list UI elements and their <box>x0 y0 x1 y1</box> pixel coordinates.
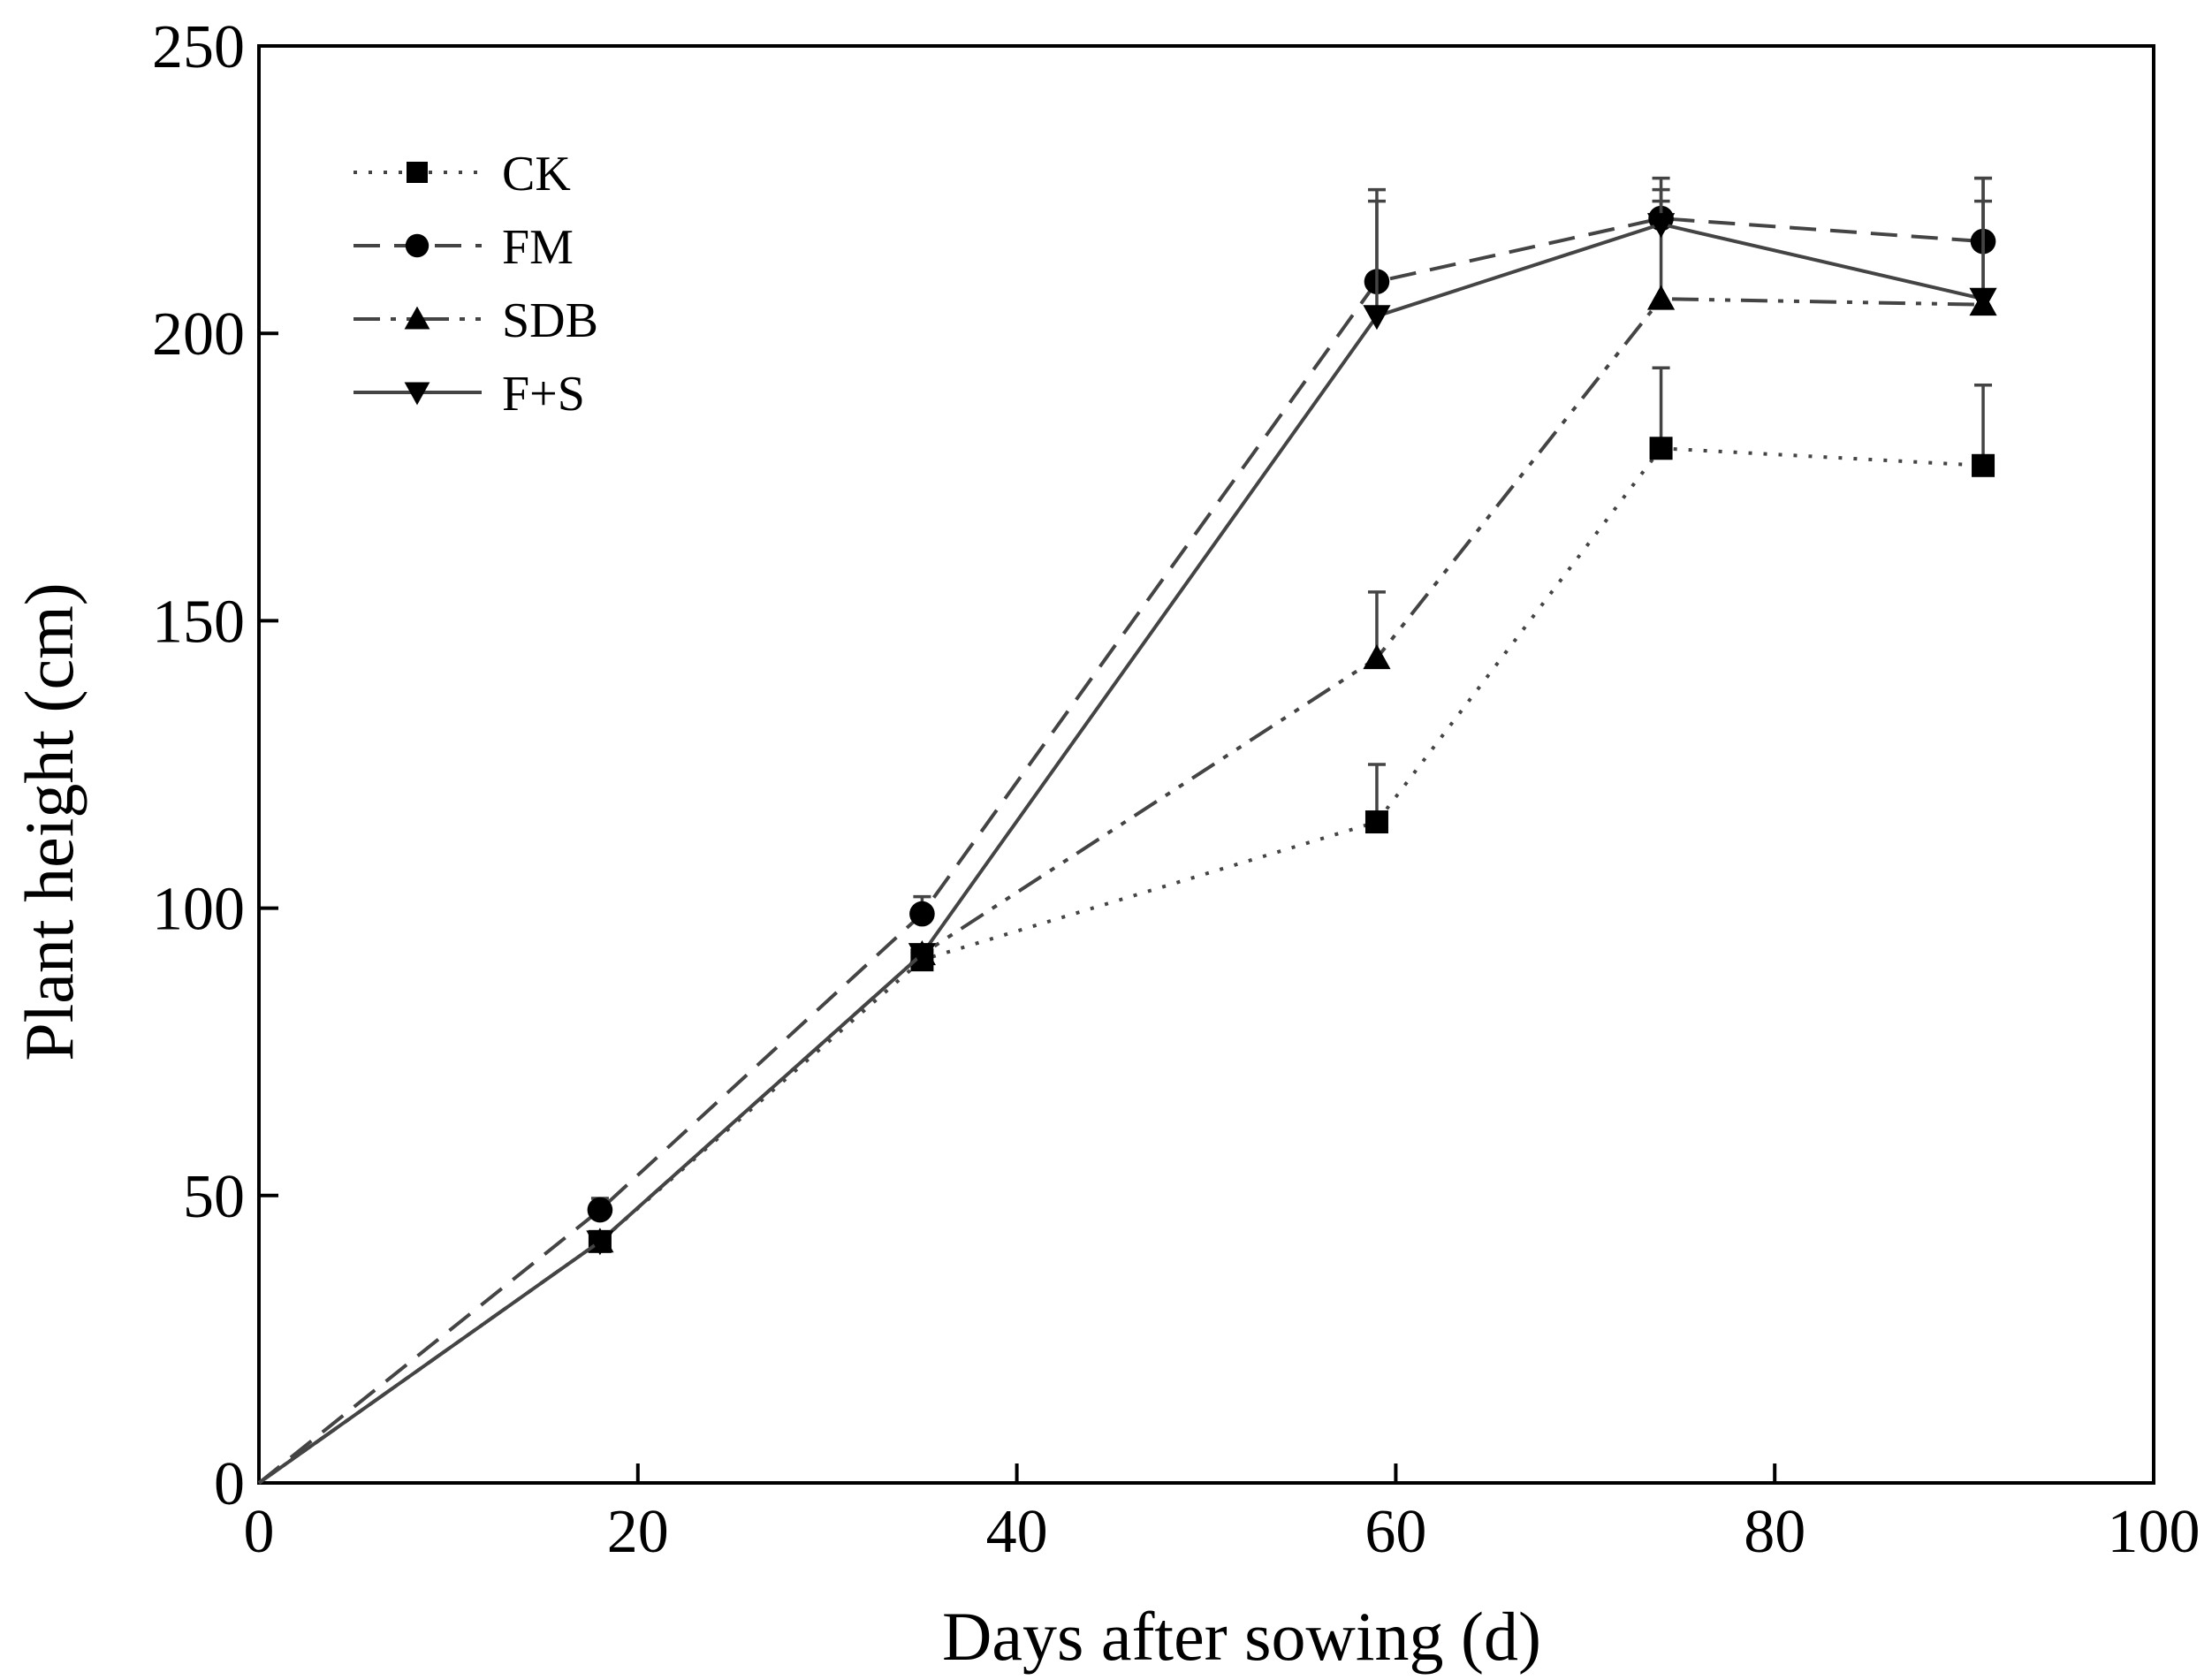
data-point <box>1646 285 1676 310</box>
y-tick-label: 0 <box>214 1450 245 1518</box>
x-tick-label: 80 <box>1744 1498 1805 1566</box>
legend-item-fm: FM <box>353 220 574 275</box>
y-tick-label: 250 <box>152 13 245 81</box>
data-point <box>1969 287 1997 313</box>
legend-label: SDB <box>502 293 598 348</box>
y-tick-label: 100 <box>152 876 245 944</box>
series-line <box>257 222 1984 1485</box>
y-tick-label: 50 <box>183 1163 245 1231</box>
data-point <box>1972 453 1995 477</box>
data-point <box>1649 437 1673 460</box>
x-tick-label: 20 <box>607 1498 669 1566</box>
legend-marker <box>407 162 428 183</box>
data-point <box>1364 810 1388 834</box>
legend-marker <box>404 306 430 330</box>
x-tick-label: 40 <box>986 1498 1048 1566</box>
legend-item-f-s: F+S <box>353 367 585 422</box>
legend: CK FM SDB F+S <box>353 147 598 422</box>
series-f-s <box>257 176 1997 1485</box>
legend-label: CK <box>502 147 571 201</box>
data-point <box>1646 213 1676 239</box>
x-tick-label: 60 <box>1364 1498 1426 1566</box>
x-tick-label: 100 <box>2108 1498 2201 1566</box>
y-axis-title-group: Plant height (cm) <box>11 582 87 1061</box>
y-axis-title: Plant height (cm) <box>11 582 87 1061</box>
legend-label: FM <box>502 220 574 275</box>
data-point <box>909 901 935 927</box>
y-tick-label: 150 <box>152 588 245 656</box>
legend-marker <box>405 233 429 258</box>
legend-label: F+S <box>502 367 585 422</box>
plot-frame <box>257 44 2155 1485</box>
data-point <box>1363 305 1391 331</box>
data-point <box>586 1230 614 1256</box>
series-line <box>257 297 1984 1485</box>
series-ck <box>257 366 1995 1485</box>
data-point <box>587 1197 613 1223</box>
legend-marker <box>404 382 430 406</box>
legend-item-sdb: SDB <box>353 293 598 348</box>
series-line <box>257 217 1984 1485</box>
series-line <box>257 446 1984 1485</box>
legend-item-ck: CK <box>353 147 571 201</box>
data-point <box>1363 644 1391 670</box>
data-point <box>908 943 936 969</box>
x-tick-label: 0 <box>244 1498 275 1566</box>
x-axis-title: Days after sowing (d) <box>942 1598 1541 1675</box>
plot-area: 0 20 40 60 80 100 0 50 100 150 200 250 CK FM SDB F+S <box>152 13 2201 1566</box>
y-tick-label: 200 <box>152 300 245 369</box>
